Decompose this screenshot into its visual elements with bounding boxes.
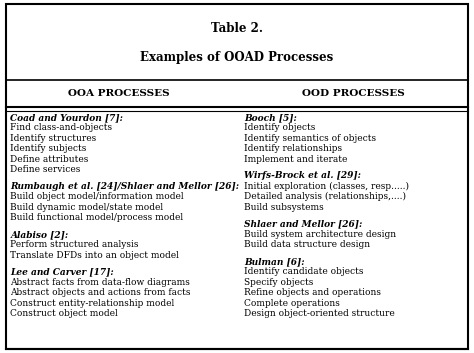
Text: Perform structured analysis: Perform structured analysis (10, 240, 139, 249)
Text: Identify subjects: Identify subjects (10, 144, 87, 153)
Text: Build subsystems: Build subsystems (244, 203, 324, 211)
Text: Define attributes: Define attributes (10, 155, 89, 163)
Text: Identify candidate objects: Identify candidate objects (244, 267, 364, 276)
Text: Build object model/information model: Build object model/information model (10, 192, 184, 201)
Text: Table 2.: Table 2. (211, 22, 263, 35)
Text: Translate DFDs into an object model: Translate DFDs into an object model (10, 251, 179, 259)
Text: Construct entity-relationship model: Construct entity-relationship model (10, 299, 175, 307)
Text: Construct object model: Construct object model (10, 309, 118, 318)
Text: Refine objects and operations: Refine objects and operations (244, 288, 381, 297)
Text: Alabiso [2]:: Alabiso [2]: (10, 230, 69, 239)
Text: Booch [5]:: Booch [5]: (244, 113, 297, 122)
Text: OOD PROCESSES: OOD PROCESSES (302, 89, 404, 98)
Text: Lee and Carver [17]:: Lee and Carver [17]: (10, 267, 114, 276)
Text: Build dynamic model/state model: Build dynamic model/state model (10, 203, 164, 211)
Text: Design object-oriented structure: Design object-oriented structure (244, 309, 395, 318)
Text: Bulman [6]:: Bulman [6]: (244, 257, 305, 266)
Text: Specify objects: Specify objects (244, 278, 313, 287)
Text: Detailed analysis (relationships,....): Detailed analysis (relationships,....) (244, 192, 406, 201)
Text: Rumbaugh et al. [24]/Shlaer and Mellor [26]:: Rumbaugh et al. [24]/Shlaer and Mellor [… (10, 182, 239, 191)
Text: Build data structure design: Build data structure design (244, 240, 370, 249)
Text: Complete operations: Complete operations (244, 299, 340, 307)
Text: Find class-and-objects: Find class-and-objects (10, 123, 112, 132)
Text: Build functional model/process model: Build functional model/process model (10, 213, 183, 222)
Text: Examples of OOAD Processes: Examples of OOAD Processes (140, 51, 334, 64)
Text: OOA PROCESSES: OOA PROCESSES (68, 89, 169, 98)
Text: Define services: Define services (10, 165, 81, 174)
Text: Initial exploration (classes, resp.....): Initial exploration (classes, resp.....) (244, 182, 409, 191)
Text: Identify relationships: Identify relationships (244, 144, 342, 153)
Text: Identify semantics of objects: Identify semantics of objects (244, 134, 376, 143)
Text: Identify structures: Identify structures (10, 134, 97, 143)
Text: Identify objects: Identify objects (244, 123, 316, 132)
Text: Abstract facts from data-flow diagrams: Abstract facts from data-flow diagrams (10, 278, 190, 287)
Text: Implement and iterate: Implement and iterate (244, 155, 347, 163)
Text: Abstract objects and actions from facts: Abstract objects and actions from facts (10, 288, 191, 297)
Text: Wirfs-Brock et al. [29]:: Wirfs-Brock et al. [29]: (244, 171, 361, 180)
Text: Coad and Yourdon [7]:: Coad and Yourdon [7]: (10, 113, 123, 122)
Text: Shlaer and Mellor [26]:: Shlaer and Mellor [26]: (244, 219, 363, 228)
Text: Build system architecture design: Build system architecture design (244, 230, 396, 239)
